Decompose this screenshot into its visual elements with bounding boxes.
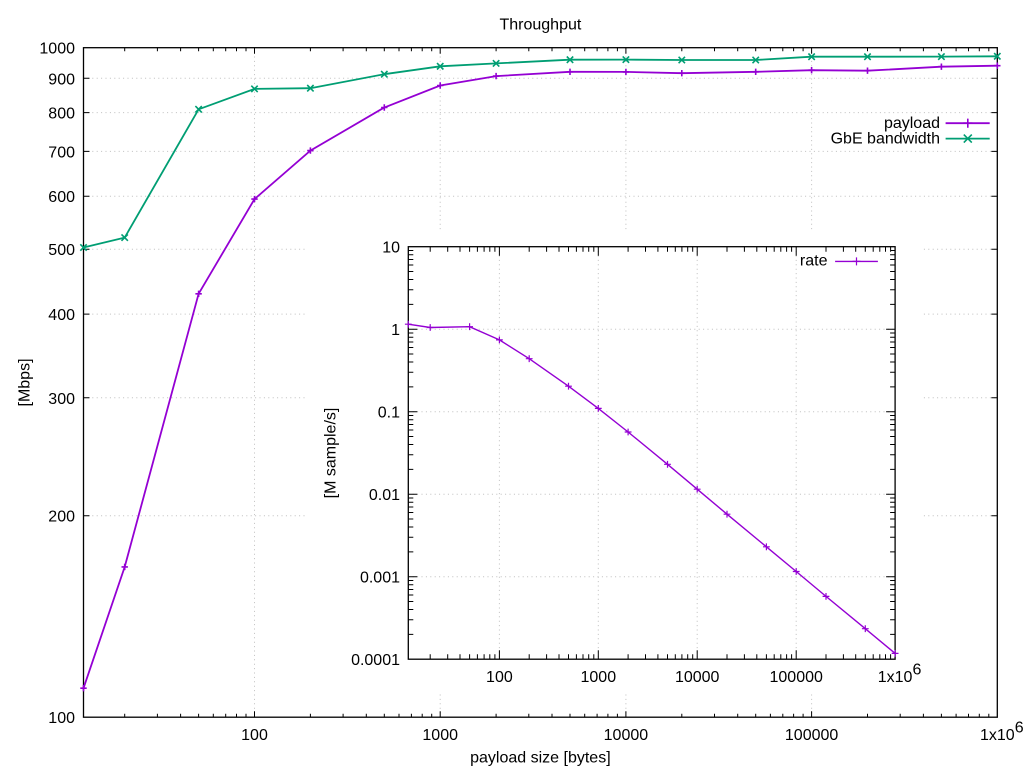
svg-text:1000: 1000 [422, 727, 458, 744]
svg-text:400: 400 [48, 307, 75, 324]
svg-text:[Mbps]: [Mbps] [17, 358, 34, 406]
svg-text:payload size [bytes]: payload size [bytes] [470, 750, 611, 767]
svg-text:100: 100 [486, 669, 513, 686]
svg-text:600: 600 [48, 189, 75, 206]
svg-text:1x10: 1x10 [878, 669, 913, 686]
svg-text:0.001: 0.001 [360, 570, 400, 587]
svg-text:500: 500 [48, 242, 75, 259]
svg-text:1000: 1000 [39, 41, 75, 58]
svg-text:1000: 1000 [581, 669, 617, 686]
svg-text:rate: rate [800, 252, 828, 269]
svg-text:700: 700 [48, 144, 75, 161]
svg-text:10000: 10000 [675, 669, 720, 686]
svg-text:payload: payload [884, 115, 940, 132]
svg-text:Throughput: Throughput [499, 16, 581, 33]
svg-text:300: 300 [48, 391, 75, 408]
svg-text:0.0001: 0.0001 [351, 652, 400, 669]
svg-text:0.01: 0.01 [369, 487, 400, 504]
svg-text:100000: 100000 [785, 727, 838, 744]
svg-text:100000: 100000 [770, 669, 823, 686]
svg-text:200: 200 [48, 509, 75, 526]
svg-text:6: 6 [913, 662, 922, 679]
svg-text:[M sample/s]: [M sample/s] [323, 408, 340, 499]
svg-text:GbE bandwidth: GbE bandwidth [831, 131, 940, 148]
svg-text:6: 6 [1015, 720, 1024, 737]
svg-text:10: 10 [382, 240, 400, 257]
svg-text:900: 900 [48, 71, 75, 88]
svg-text:0.1: 0.1 [378, 405, 400, 422]
svg-text:1x10: 1x10 [980, 727, 1015, 744]
svg-text:1: 1 [391, 322, 400, 339]
svg-text:800: 800 [48, 106, 75, 123]
svg-text:100: 100 [48, 710, 75, 727]
svg-text:10000: 10000 [604, 727, 649, 744]
svg-text:100: 100 [241, 727, 268, 744]
